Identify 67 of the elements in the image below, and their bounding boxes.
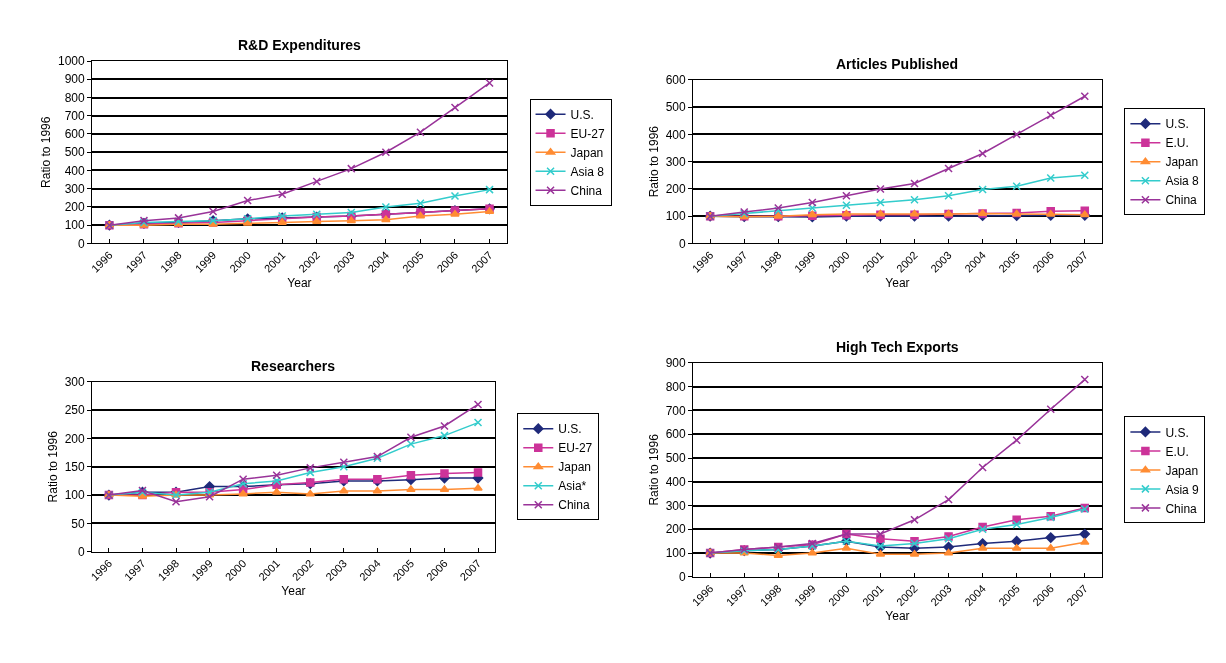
legend-label: EU-27 — [570, 126, 605, 141]
y-tick-label: 200 — [665, 522, 687, 537]
y-tick-label: 400 — [665, 474, 687, 489]
y-tick-label: 100 — [64, 488, 86, 503]
x-axis-title: Year — [287, 275, 312, 290]
legend-label: U.S. — [570, 107, 594, 122]
chart-title: Researchers — [251, 358, 336, 374]
legend-label: China — [1165, 501, 1198, 516]
y-tick-label: 200 — [64, 431, 86, 446]
y-tick-label: 500 — [64, 145, 86, 160]
y-tick-label: 400 — [665, 127, 687, 142]
y-tick-label: 300 — [64, 181, 86, 196]
legend-label: U.S. — [1165, 117, 1189, 132]
legend-label: China — [570, 183, 603, 198]
legend-label: U.S. — [1165, 425, 1189, 440]
x-axis-title: Year — [885, 609, 910, 624]
y-tick-label: 200 — [665, 182, 687, 197]
chart-title: High Tech Exports — [836, 339, 959, 355]
legend-label: EU-27 — [558, 441, 593, 456]
y-tick-label: 600 — [665, 427, 687, 442]
y-tick-label: 1000 — [58, 54, 86, 69]
y-tick-label: 500 — [665, 100, 687, 115]
y-tick-label: 800 — [665, 379, 687, 394]
y-tick-label: 700 — [64, 108, 86, 123]
y-tick-label: 0 — [679, 236, 687, 251]
legend-label: Asia 9 — [1165, 482, 1200, 497]
y-tick-label: 400 — [64, 163, 86, 178]
y-tick-label: 50 — [71, 516, 86, 531]
y-tick-label: 250 — [64, 403, 86, 418]
y-tick-label: 500 — [665, 451, 687, 466]
legend-label: China — [1165, 193, 1198, 208]
y-tick-label: 300 — [64, 375, 86, 390]
legend-label: Japan — [570, 145, 604, 160]
legend-label: Asia* — [558, 479, 587, 494]
y-tick-label: 600 — [64, 127, 86, 142]
legend-label: Asia 8 — [1165, 174, 1200, 189]
y-tick-label: 300 — [665, 498, 687, 513]
x-axis-title: Year — [885, 275, 910, 290]
y-tick-label: 100 — [64, 218, 86, 233]
y-tick-label: 0 — [78, 544, 86, 559]
legend-label: U.S. — [558, 422, 582, 437]
y-tick-label: 800 — [64, 90, 86, 105]
y-tick-label: 200 — [64, 200, 86, 215]
y-tick-label: 100 — [665, 546, 687, 561]
legend-label: Japan — [1165, 155, 1199, 170]
legend-label: Asia 8 — [570, 164, 605, 179]
legend-label: China — [558, 498, 590, 513]
y-axis-title: Ratio to 1996 — [46, 430, 60, 503]
x-axis-title: Year — [281, 583, 306, 598]
y-tick-label: 700 — [665, 403, 687, 418]
y-axis-title: Ratio to 1996 — [647, 125, 661, 198]
legend-label: E.U. — [1165, 136, 1189, 151]
chart-title: Articles Published — [836, 56, 959, 72]
y-axis-title: Ratio to 1996 — [39, 116, 54, 188]
y-tick-label: 900 — [64, 72, 86, 87]
y-tick-label: 150 — [64, 459, 86, 474]
legend-label: E.U. — [1165, 444, 1189, 459]
y-tick-label: 600 — [665, 73, 687, 88]
y-axis-title: Ratio to 1996 — [647, 433, 661, 506]
chart-title: R&D Expenditures — [238, 37, 362, 53]
y-tick-label: 300 — [665, 154, 687, 169]
y-tick-label: 900 — [665, 356, 687, 371]
y-tick-label: 100 — [665, 209, 687, 224]
legend-label: Japan — [558, 460, 591, 475]
legend-label: Japan — [1165, 463, 1199, 478]
y-tick-label: 0 — [78, 236, 86, 251]
y-tick-label: 0 — [679, 570, 687, 585]
